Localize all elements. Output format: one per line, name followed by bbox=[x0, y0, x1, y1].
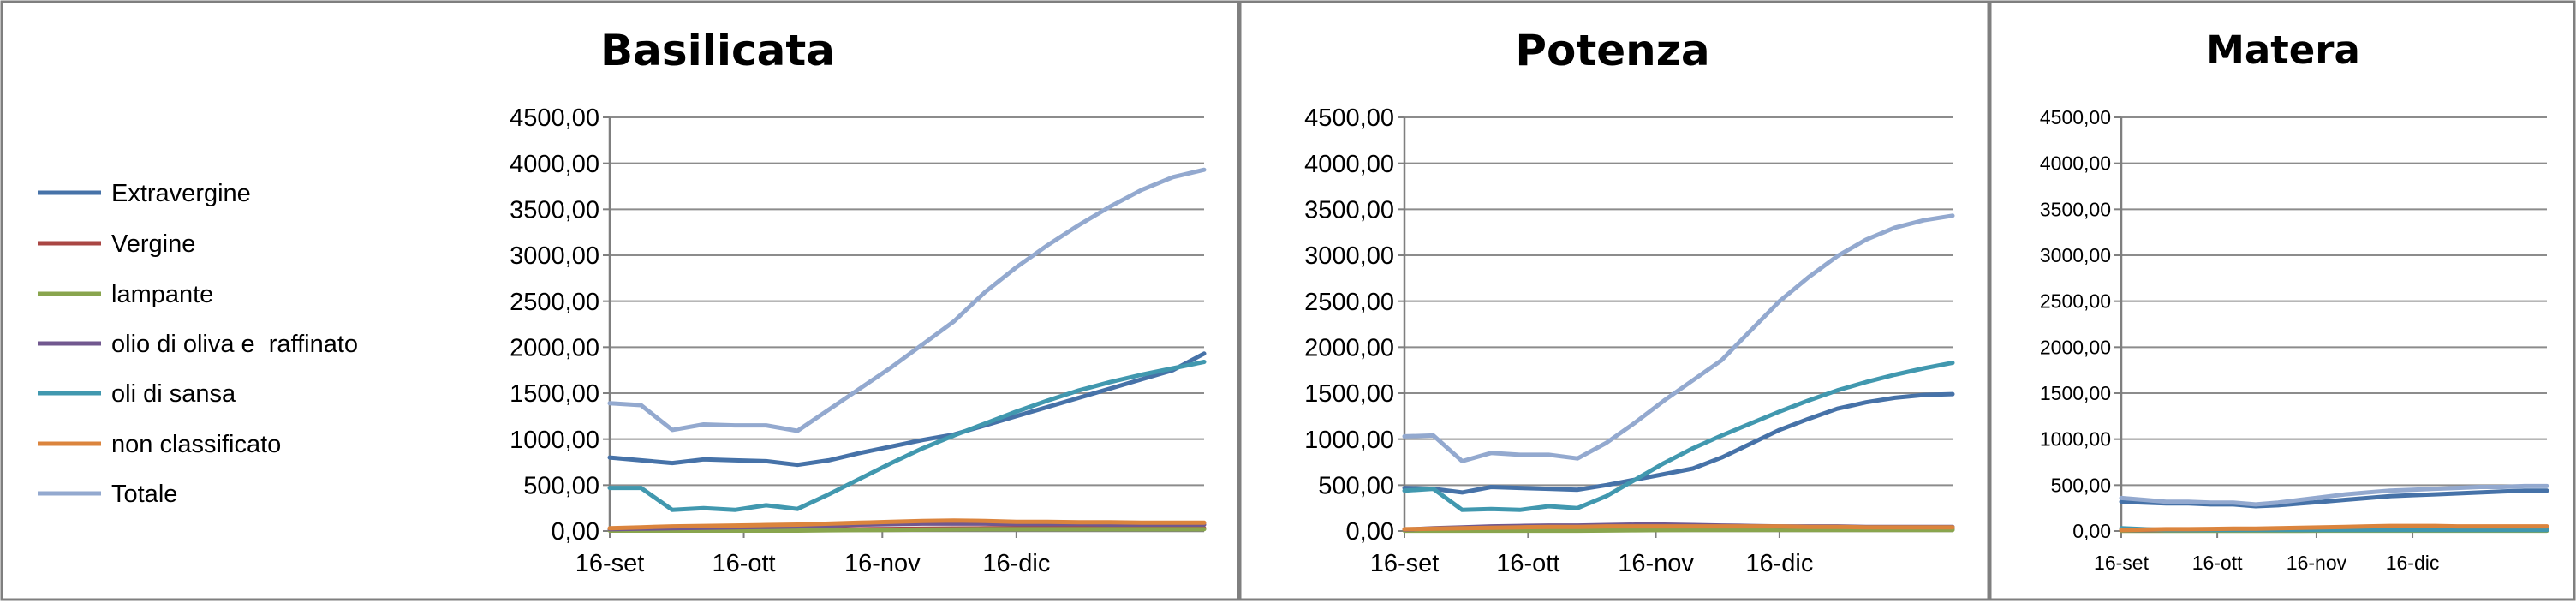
x-tick-label: 16-ott bbox=[2192, 552, 2243, 574]
y-tick-label: 3000,00 bbox=[2040, 244, 2111, 266]
legend-item-extravergine: Extravergine bbox=[38, 180, 251, 207]
y-tick-label: 1000,00 bbox=[1304, 427, 1394, 454]
y-tick-label: 4500,00 bbox=[2040, 106, 2111, 128]
series-line-totale bbox=[607, 167, 1207, 433]
x-tick-label: 16-nov bbox=[1618, 550, 1694, 577]
x-tick-label: 16-nov bbox=[844, 550, 921, 577]
x-tick-label: 16-set bbox=[1370, 550, 1440, 577]
legend-item-non-classificato: non classificato bbox=[38, 431, 281, 458]
y-tick-label: 1000,00 bbox=[510, 427, 599, 454]
legend: Extravergine Vergine lampante olio di ol… bbox=[38, 180, 358, 508]
y-tick-label: 1500,00 bbox=[1304, 380, 1394, 408]
series-line-extravergine bbox=[1402, 391, 1955, 495]
legend-label-non-classificato: non classificato bbox=[111, 431, 281, 458]
x-tick-label: 16-dic bbox=[2386, 552, 2440, 574]
series-line-oli-di-sansa bbox=[607, 360, 1207, 512]
y-tick-label: 4000,00 bbox=[2040, 152, 2111, 175]
y-tick-label: 0,00 bbox=[552, 518, 599, 546]
y-tick-label: 0,00 bbox=[2072, 520, 2111, 542]
legend-item-olio-di-oliva-e-raffinato: olio di oliva e raffinato bbox=[38, 331, 358, 358]
y-tick-label: 3500,00 bbox=[510, 196, 599, 224]
series-line-extravergine bbox=[607, 351, 1207, 468]
legend-label-totale: Totale bbox=[111, 481, 177, 508]
y-tick-label: 1500,00 bbox=[510, 380, 599, 408]
legend-item-oli-di-sansa: oli di sansa bbox=[38, 380, 236, 408]
legend-label-lampante: lampante bbox=[111, 281, 213, 308]
x-tick-label: 16-ott bbox=[712, 550, 775, 577]
y-tick-label: 4000,00 bbox=[510, 151, 599, 178]
y-tick-label: 500,00 bbox=[1318, 472, 1394, 499]
x-tick-label: 16-dic bbox=[1745, 550, 1813, 577]
chart-title-potenza: Potenza bbox=[1515, 26, 1709, 75]
series-line-lampante bbox=[607, 527, 1207, 533]
y-tick-label: 2500,00 bbox=[2040, 290, 2111, 313]
y-tick-label: 1500,00 bbox=[2040, 382, 2111, 404]
x-tick-label: 16-set bbox=[2094, 552, 2150, 574]
x-tick-label: 16-dic bbox=[982, 550, 1050, 577]
y-tick-label: 2000,00 bbox=[1304, 334, 1394, 361]
series-line-oli-di-sansa bbox=[1402, 361, 1955, 512]
plot-basilicata: 0,00 500,00 1000,00 1500,00 2000,00 2500,00 30… bbox=[510, 104, 1207, 577]
legend-item-vergine: Vergine bbox=[38, 230, 195, 258]
series-line-non-classificato bbox=[607, 518, 1207, 531]
y-tick-label: 2500,00 bbox=[510, 289, 599, 316]
legend-label-vergine: Vergine bbox=[111, 230, 195, 258]
y-tick-label: 0,00 bbox=[1346, 518, 1394, 546]
series-line-totale bbox=[1402, 213, 1955, 463]
y-tick-label: 4500,00 bbox=[1304, 104, 1394, 132]
y-tick-label: 2500,00 bbox=[1304, 289, 1394, 316]
y-tick-label: 1000,00 bbox=[2040, 428, 2111, 451]
legend-label-olio-di-oliva-e-raffinato: olio di oliva e raffinato bbox=[111, 331, 358, 358]
y-tick-label: 2000,00 bbox=[510, 334, 599, 361]
series-line-non-classificato bbox=[2119, 523, 2549, 533]
x-tick-label: 16-nov bbox=[2287, 552, 2347, 574]
y-tick-label: 2000,00 bbox=[2040, 336, 2111, 358]
legend-label-extravergine: Extravergine bbox=[111, 180, 251, 207]
plot-potenza: 0,00 500,00 1000,00 1500,00 2000,00 2500,00 30… bbox=[1304, 104, 1955, 577]
x-tick-label: 16-set bbox=[575, 550, 645, 577]
legend-item-lampante: lampante bbox=[38, 281, 213, 308]
y-tick-label: 3500,00 bbox=[1304, 196, 1394, 224]
chart-title-matera: Matera bbox=[2206, 27, 2360, 73]
y-tick-label: 3000,00 bbox=[1304, 242, 1394, 270]
y-tick-label: 500,00 bbox=[2051, 474, 2111, 496]
y-tick-label: 3000,00 bbox=[510, 242, 599, 270]
y-tick-label: 4000,00 bbox=[1304, 151, 1394, 178]
plot-matera: 0,00 500,00 1000,00 1500,00 2000,00 2500,00 30… bbox=[2040, 106, 2549, 574]
chart-title-basilicata: Basilicata bbox=[600, 26, 835, 75]
legend-item-totale: Totale bbox=[38, 481, 177, 508]
series-line-non-classificato bbox=[1402, 524, 1955, 532]
x-tick-label: 16-ott bbox=[1496, 550, 1559, 577]
y-tick-label: 3500,00 bbox=[2040, 198, 2111, 220]
y-tick-label: 500,00 bbox=[523, 472, 599, 499]
y-tick-label: 4500,00 bbox=[510, 104, 599, 132]
series-line-totale bbox=[2119, 483, 2549, 507]
legend-label-oli-di-sansa: oli di sansa bbox=[111, 380, 236, 408]
series-line-lampante bbox=[1402, 528, 1955, 534]
